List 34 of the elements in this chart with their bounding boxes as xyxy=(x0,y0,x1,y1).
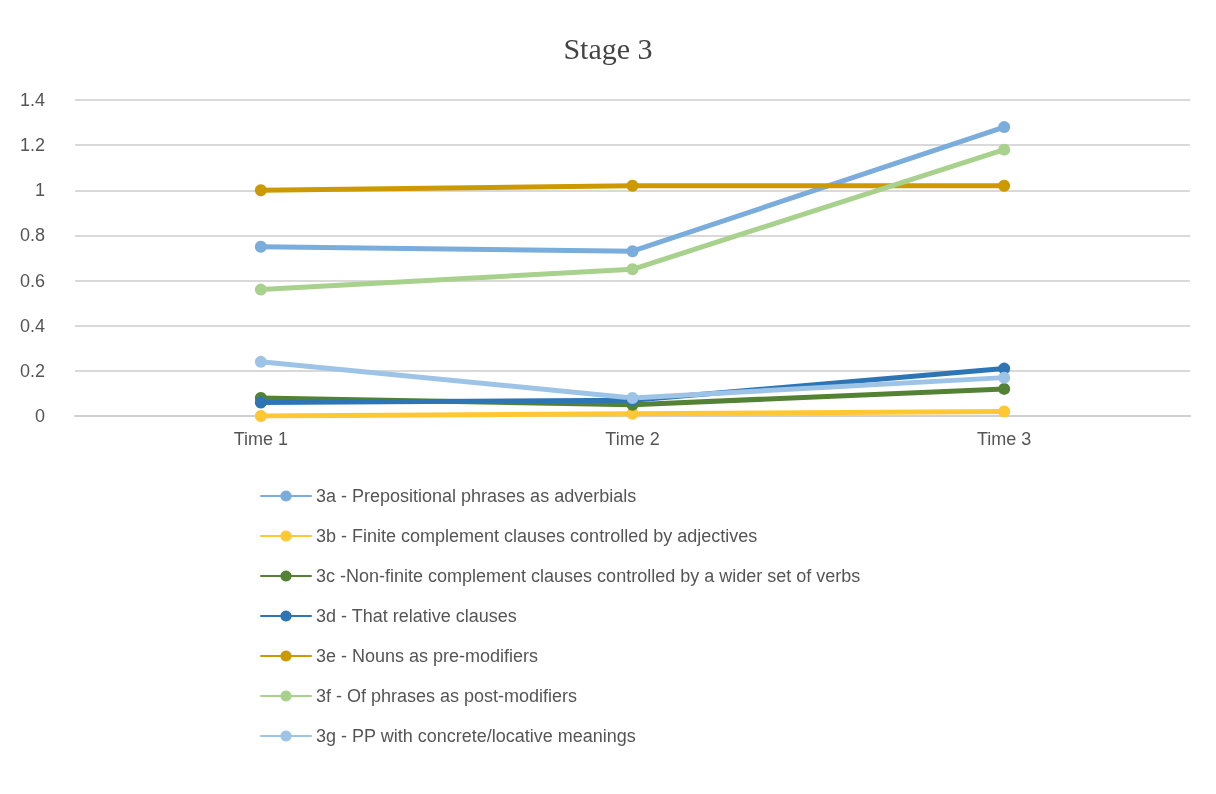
y-tick-label: 0.4 xyxy=(19,315,45,336)
point xyxy=(254,410,267,422)
point xyxy=(254,396,267,409)
y-tick-label: 1 xyxy=(34,180,45,201)
chart-title: Stage 3 xyxy=(563,31,653,65)
y-tick-label: 0.6 xyxy=(19,270,45,291)
point xyxy=(626,179,639,192)
point xyxy=(998,179,1011,192)
point xyxy=(998,371,1011,384)
x-tick-label: Time 2 xyxy=(605,429,660,449)
point xyxy=(626,263,639,276)
legend-label: 3a - Prepositional phrases as adverbials xyxy=(316,486,637,506)
point xyxy=(254,240,267,253)
legend-label: 3f - Of phrases as post-modifiers xyxy=(316,686,578,706)
point xyxy=(254,184,267,197)
legend-label: 3g - PP with concrete/locative meanings xyxy=(316,726,636,746)
y-tick-label: 0.2 xyxy=(19,360,45,381)
legend-label: 3e - Nouns as pre-modifiers xyxy=(316,646,539,666)
y-tick-label: 1.4 xyxy=(19,90,45,110)
point xyxy=(998,143,1011,156)
y-tick-label: 1.2 xyxy=(19,135,45,156)
point xyxy=(254,283,267,296)
y-tick-label: 0.8 xyxy=(19,225,45,246)
x-tick-label: Time 3 xyxy=(976,429,1032,449)
point xyxy=(626,245,639,258)
point xyxy=(254,355,267,368)
legend-label: 3b - Finite complement clauses controlled by adjectives xyxy=(316,526,758,546)
point xyxy=(998,405,1011,418)
legend-label: 3c -Non-finite complement clauses controlled by a wider set of verbs xyxy=(316,566,861,586)
y-tick-label: 0 xyxy=(34,406,45,426)
legend-label: 3d - That relative clauses xyxy=(316,606,517,626)
point xyxy=(998,382,1011,395)
point xyxy=(998,121,1011,134)
x-tick-label: Time 1 xyxy=(233,429,289,449)
